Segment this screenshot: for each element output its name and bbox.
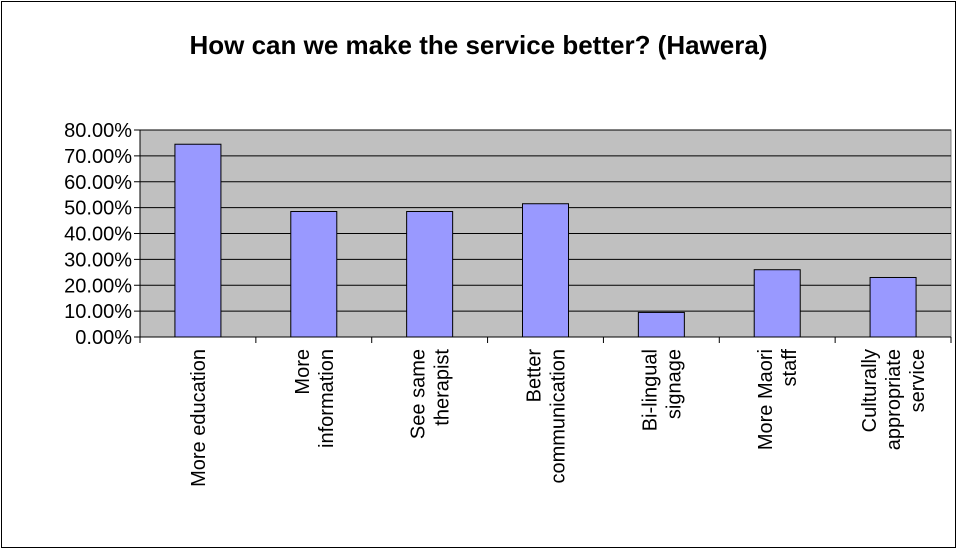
x-tick-label: information <box>316 349 338 448</box>
bar <box>637 311 685 338</box>
x-tick-label: staff <box>779 349 801 387</box>
x-tick-label: signage <box>663 349 685 419</box>
y-tick-label: 50.00% <box>64 198 132 220</box>
x-tick-label: More <box>292 349 314 395</box>
y-tick-label: 10.00% <box>64 301 132 323</box>
bar <box>290 211 338 338</box>
bar <box>753 269 801 338</box>
bar <box>522 203 569 338</box>
bar <box>174 143 222 338</box>
y-tick-label: 40.00% <box>64 224 132 246</box>
bar <box>406 211 454 338</box>
x-tick-label: More Maori <box>755 349 777 450</box>
x-tick-label: Better <box>524 349 546 403</box>
y-tick-label: 70.00% <box>64 146 132 168</box>
chart-title: How can we make the service better? (Haw… <box>189 30 768 60</box>
y-tick-label: 60.00% <box>64 172 132 194</box>
x-tick-label: See same <box>408 349 430 439</box>
y-tick-label: 80.00% <box>64 120 132 142</box>
x-tick-label: therapist <box>432 349 454 426</box>
x-tick-label: Bi-lingual <box>639 349 661 431</box>
bar <box>869 276 917 338</box>
y-tick-label: 30.00% <box>64 249 132 271</box>
y-tick-label: 0.00% <box>75 327 132 349</box>
x-tick-label: communication <box>548 349 570 484</box>
x-tick-label: More education <box>188 349 210 487</box>
x-tick-label: service <box>907 349 929 412</box>
x-tick-label: appropriate <box>883 349 905 450</box>
x-tick-label: Culturally <box>859 349 881 432</box>
y-tick-label: 20.00% <box>64 275 132 297</box>
